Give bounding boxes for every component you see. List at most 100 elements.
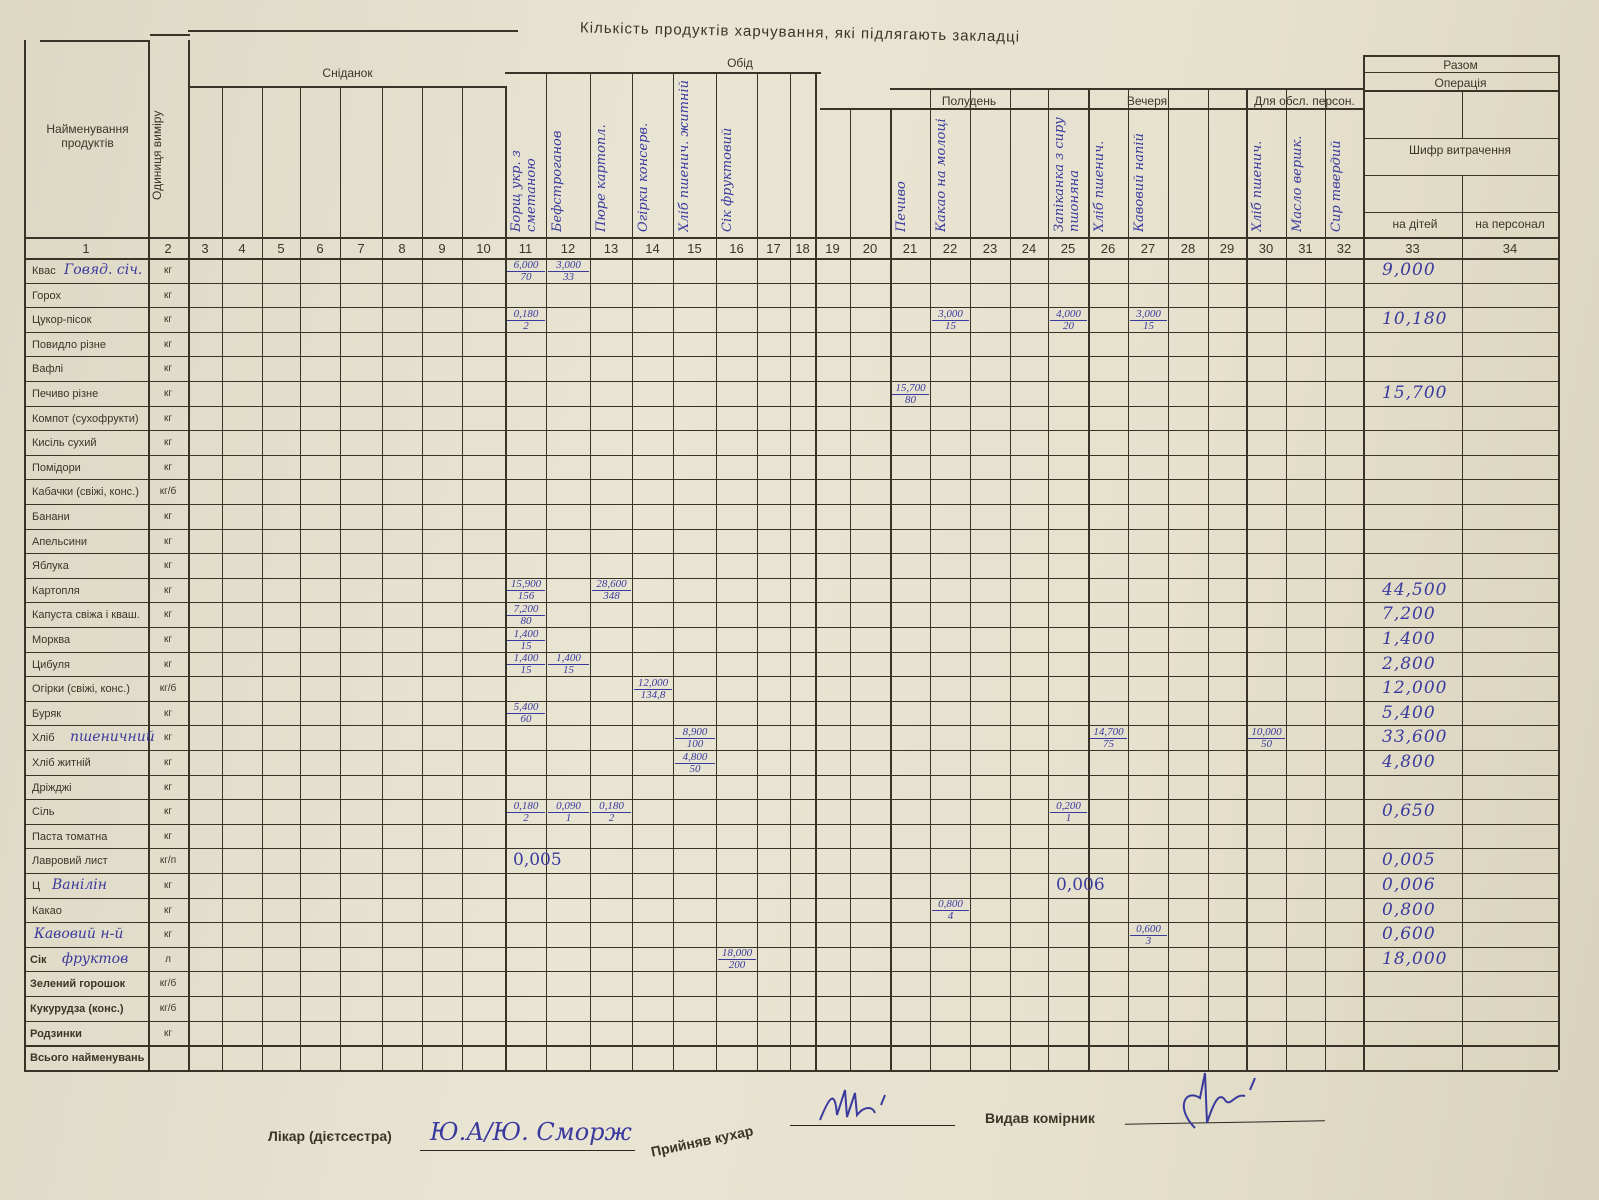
column-line [1558,55,1560,1070]
grid-line [1363,138,1558,139]
unit: кг [163,289,173,301]
product-name: Буряк [32,707,62,720]
column-line [850,108,851,1070]
row-line [24,479,1558,481]
quantity-entry: 18,000 200 [718,948,756,971]
row-line [24,873,1558,874]
unit: кг [163,511,173,522]
dish-header: Борщ укр. з сметаною [509,150,539,232]
row-line [24,799,1558,801]
product-name: Помідори [32,461,81,474]
product-name: Картопля [32,584,80,597]
quantity: 0,800 [932,899,969,912]
grid-line [1363,175,1558,176]
grid-line [1363,212,1558,213]
quantity-entry: 1,400 15 [507,628,545,652]
product-name: Повидло різне [32,338,106,351]
portions: 1 [1065,811,1072,824]
form-title: Кількість продуктів харчування, які підл… [579,19,1021,46]
row-line [24,504,1558,505]
portions: 75 [1103,737,1114,750]
quantity-entry: 3,000 15 [1130,308,1167,332]
column-number: 11 [518,241,533,256]
column-line [757,72,758,1070]
portions: 100 [686,737,704,750]
column-line [790,72,791,1070]
column-number: 12 [560,241,576,256]
row-line [24,577,1558,579]
column-line [890,108,892,1070]
unit: кг [163,535,173,547]
row-line [24,996,1558,997]
row-line [24,331,1558,333]
row-line [24,602,1558,604]
product-name: Хліб [32,732,55,745]
total-for-children: 12,000 [1382,678,1448,699]
group-operation: Операція [1434,76,1487,90]
product-name: Кисіль сухий [32,437,97,450]
product-name: Компот (сухофрукти) [32,412,139,425]
quantity: 6,000 [507,259,545,272]
row-line [24,454,1558,456]
product-name: Огірки (свіжі, конс.) [32,683,130,696]
column-number: 32 [1336,241,1352,256]
column-number: 9 [438,241,446,256]
unit: кг [163,880,173,891]
column-number: 7 [357,241,365,256]
quantity-entry: 1,400 15 [507,653,545,676]
quantity: 0,180 [507,308,545,321]
product-name: Сіль [32,806,55,819]
portions: 33 [563,270,574,283]
group-dinner: Вечеря [1126,94,1168,108]
column-line [188,40,190,1070]
dish-header: Огірки консерв. [636,122,651,232]
unit: кг [163,707,173,719]
row-line [24,307,1558,309]
unit: кг/б [159,486,177,498]
quantity-entry: 12,000 134,8 [634,677,672,701]
quantity-entry: 8,900 100 [675,726,715,750]
unit: кг [163,412,173,424]
portions: 2 [523,319,529,332]
group-lunch: Обід [727,56,753,70]
column-number: 5 [277,241,285,256]
unit: кг/б [159,1003,177,1014]
dish-header: Пюре картопл. [594,124,609,232]
quantity: 1,400 [507,653,545,666]
quantity: 3,000 [1130,308,1167,321]
unit: кг/п [159,855,177,867]
total-for-children: 0,005 [1382,850,1436,871]
cook-signature [819,1089,886,1121]
column-number: 14 [645,241,660,256]
unit: кг [163,560,173,572]
product-name: Капуста свіжа і кваш. [32,609,140,622]
quantity-entry: 0,180 2 [507,308,545,332]
row-line [24,700,1558,702]
product-name: Цибуля [32,658,70,671]
row-line [24,946,1558,948]
column-number: 17 [766,241,781,256]
product-name: Горох [32,289,61,302]
column-number: 23 [982,241,998,256]
portions: 200 [728,959,746,972]
column-line [24,40,26,1070]
portions: 70 [520,270,532,283]
handwritten-product-name: фруктов [62,950,129,967]
row-line [24,1069,1558,1072]
column-line [632,72,633,1070]
column-number: 15 [687,241,702,256]
column-number: 19 [825,241,840,256]
portions: 50 [1261,737,1272,750]
quantity-entry: 0,180 2 [592,800,631,824]
quantity-entry: 10,000 50 [1248,726,1285,750]
column-number: 22 [942,241,958,256]
dish-header: Сік фруктовий [720,127,735,232]
grid-line [1363,55,1558,57]
unit: кг [163,338,173,350]
quantity: 3,000 [932,308,969,321]
column-number: 31 [1298,241,1313,256]
column-number: 25 [1060,241,1076,256]
dish-header: Масло вершк. [1290,135,1305,232]
handwritten-product-name: Ванілін [52,877,107,893]
column-line [1286,88,1287,1070]
